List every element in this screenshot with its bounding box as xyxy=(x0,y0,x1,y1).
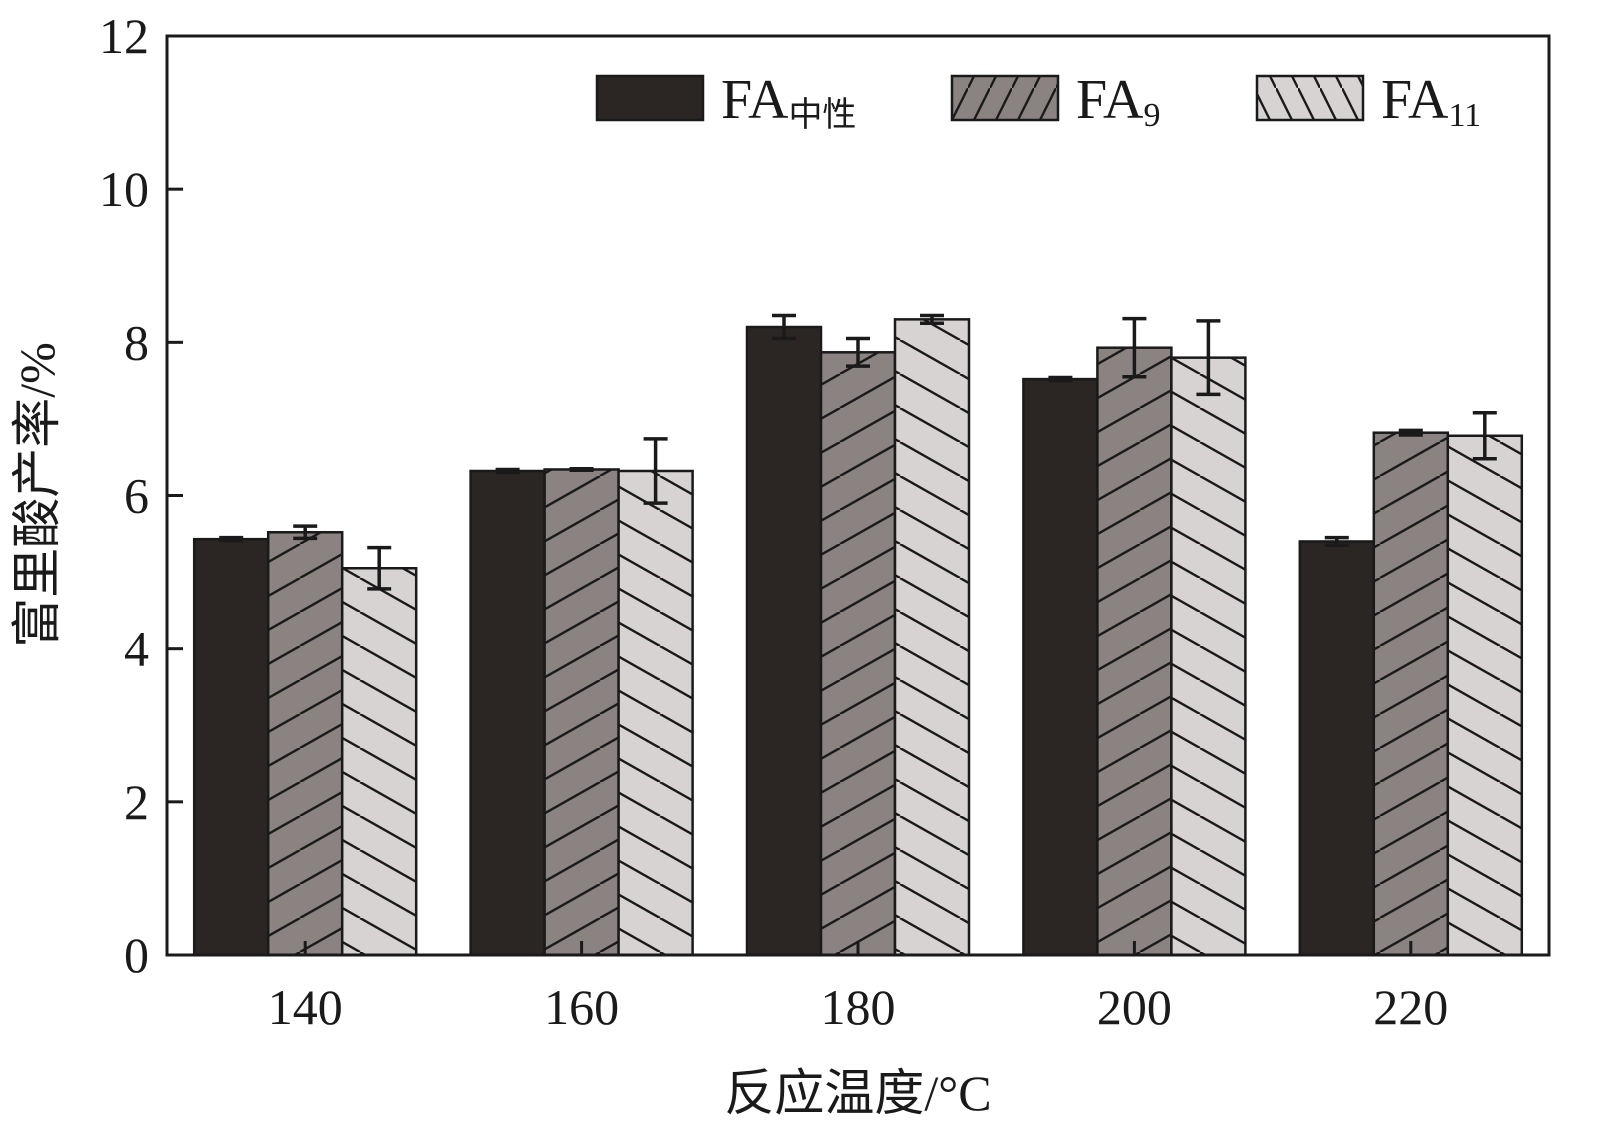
legend-label-series-2: FA9 xyxy=(1076,69,1160,134)
bar-140-series-3 xyxy=(340,567,418,957)
y-tick-label: 12 xyxy=(99,8,149,64)
x-axis-title: 反应温度/°C xyxy=(724,1065,991,1121)
x-tick-label: 140 xyxy=(268,979,343,1035)
y-tick-label: 2 xyxy=(124,774,149,830)
legend-swatch-series-2 xyxy=(950,74,1060,122)
x-tick-label: 200 xyxy=(1097,979,1172,1035)
bar-140-series-2 xyxy=(266,531,344,957)
y-tick-label: 6 xyxy=(124,468,149,524)
bar-220-series-1 xyxy=(1298,540,1376,957)
legend-label-series-1: FA中性 xyxy=(721,69,856,134)
bar-160-series-1 xyxy=(469,469,546,957)
bar-200-series-2 xyxy=(1096,346,1173,957)
y-tick-label: 4 xyxy=(124,621,149,677)
legend-swatch-series-3 xyxy=(1255,74,1365,122)
bar-180-series-1 xyxy=(745,325,823,957)
bar-220-series-3 xyxy=(1446,434,1524,957)
bar-140-series-1 xyxy=(192,537,270,957)
bar-160-series-2 xyxy=(543,468,620,957)
bar-200-series-1 xyxy=(1022,377,1099,957)
y-axis: 0 2 4 6 8 10 12 xyxy=(99,8,183,983)
y-tick-label: 10 xyxy=(99,161,149,217)
bar-marks xyxy=(192,318,1524,957)
error-bars xyxy=(219,313,1497,591)
y-tick-label: 0 xyxy=(124,927,149,983)
legend: FA中性 FA9 FA11 xyxy=(595,69,1481,134)
bar-200-series-3 xyxy=(1170,356,1247,957)
bar-220-series-2 xyxy=(1372,431,1450,957)
legend-swatch-series-1 xyxy=(595,74,705,122)
y-tick-label: 8 xyxy=(124,314,149,370)
legend-label-series-3: FA11 xyxy=(1381,69,1481,134)
bar-180-series-3 xyxy=(893,318,971,957)
bar-180-series-2 xyxy=(819,351,897,957)
x-axis: 140 160 180 200 220 xyxy=(268,941,1448,1035)
x-tick-label: 220 xyxy=(1373,979,1448,1035)
x-tick-label: 160 xyxy=(544,979,619,1035)
bar-160-series-3 xyxy=(617,469,694,957)
x-tick-label: 180 xyxy=(821,979,896,1035)
y-axis-title: 富里酸产率/% xyxy=(9,342,65,648)
